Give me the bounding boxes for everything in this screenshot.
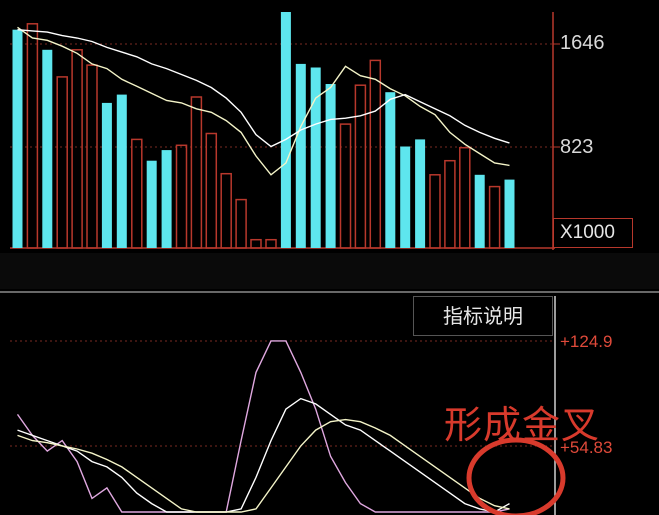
oscillator-line-c — [17, 418, 510, 513]
volume-bar — [12, 29, 23, 249]
golden-cross-circle — [466, 437, 566, 515]
volume-bar — [235, 198, 247, 249]
volume-bar — [86, 64, 98, 249]
volume-bar — [310, 67, 321, 248]
volume-bar — [26, 23, 39, 249]
volume-bar — [205, 132, 218, 249]
volume-bar — [504, 179, 515, 248]
volume-bar — [354, 84, 367, 249]
volume-bar — [429, 174, 441, 249]
volume-bar — [400, 146, 411, 248]
volume-bar — [161, 150, 172, 248]
volume-bar — [101, 102, 112, 249]
volume-ma-slow-line — [17, 29, 510, 148]
indicator-help-button[interactable]: 指标说明 — [413, 296, 553, 336]
volume-bar — [459, 146, 471, 249]
volume-bar — [220, 172, 232, 249]
volume-bar — [444, 159, 456, 249]
volume-axis-top-label: 1646 — [560, 32, 605, 54]
volume-bar — [339, 123, 352, 249]
volume-bar — [385, 92, 396, 248]
volume-bar — [295, 63, 306, 249]
volume-bar — [190, 96, 203, 249]
volume-axis-mid-label: 823 — [560, 136, 594, 158]
volume-bar — [415, 139, 426, 248]
volume-bar — [131, 138, 143, 249]
volume-bar — [280, 12, 291, 248]
volume-bar — [265, 238, 277, 249]
volume-bar — [488, 185, 501, 249]
volume-bar — [474, 174, 485, 248]
volume-ma-fast-line — [17, 26, 510, 176]
oscillator-axis-top-label: +124.9 — [560, 332, 613, 351]
volume-bar — [42, 49, 53, 248]
volume-bar — [116, 94, 127, 248]
volume-bar — [250, 238, 262, 249]
volume-bar — [175, 144, 188, 249]
volume-bar — [71, 49, 83, 249]
volume-unit-label: X1000 — [553, 218, 633, 248]
volume-bar — [146, 160, 157, 248]
oscillator-line-b — [17, 397, 510, 513]
oscillator-axis-mid-label: +54.83 — [560, 438, 613, 457]
volume-bar — [325, 84, 336, 248]
golden-cross-annotation: 形成金叉 — [444, 403, 601, 447]
volume-bar — [369, 59, 382, 249]
oscillator-line-a — [16, 340, 510, 513]
volume-bar — [56, 76, 68, 249]
panel-separator — [0, 253, 659, 289]
